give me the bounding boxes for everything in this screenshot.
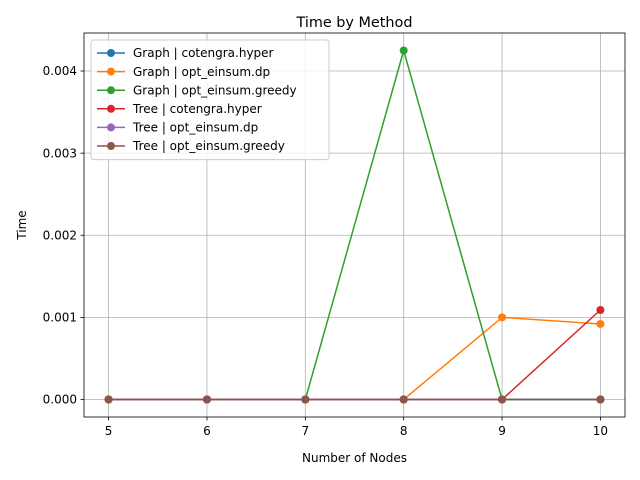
data-point (399, 46, 408, 55)
y-axis-ticks: 0.000 0.001 0.002 0.003 0.004 (43, 64, 84, 407)
data-point (596, 319, 605, 328)
x-axis-label: Number of Nodes (302, 451, 407, 465)
data-point (498, 313, 507, 322)
legend-item: Tree | opt_einsum.greedy (97, 139, 285, 153)
y-tick-label: 0.001 (43, 311, 77, 325)
legend-swatch-marker (107, 104, 115, 113)
legend-swatch-marker (107, 142, 115, 150)
x-axis-ticks: 5 6 7 8 9 10 (105, 417, 608, 438)
legend-swatch-marker (107, 123, 115, 132)
x-tick-label: 8 (400, 424, 408, 438)
data-point (104, 395, 113, 404)
legend-item: Tree | opt_einsum.dp (97, 121, 258, 135)
data-point (399, 395, 408, 404)
data-point (301, 395, 310, 404)
y-tick-label: 0.002 (43, 228, 77, 242)
legend-item: Graph | opt_einsum.greedy (97, 83, 297, 97)
data-point (596, 305, 605, 314)
y-tick-label: 0.004 (43, 64, 77, 78)
series-5 (104, 395, 605, 404)
data-point (498, 395, 507, 404)
legend: Graph | cotengra.hyper Graph | opt_einsum… (90, 39, 330, 161)
legend-label: Tree | opt_einsum.greedy (132, 139, 285, 153)
legend-item: Graph | opt_einsum.dp (97, 65, 270, 79)
legend-label: Graph | cotengra.hyper (133, 46, 274, 60)
x-tick-label: 10 (593, 424, 608, 438)
y-tick-label: 0.000 (43, 393, 77, 407)
legend-label: Graph | opt_einsum.dp (133, 65, 270, 79)
data-point (596, 395, 605, 404)
x-tick-label: 5 (105, 424, 113, 438)
x-tick-label: 6 (203, 424, 211, 438)
legend-swatch-marker (107, 49, 115, 57)
chart-title: Time by Method (296, 15, 413, 31)
y-tick-label: 0.003 (43, 146, 77, 160)
x-tick-label: 7 (301, 424, 309, 438)
plot-area-frame (83, 32, 626, 418)
x-tick-label: 9 (498, 424, 506, 438)
data-point (202, 395, 211, 404)
legend-item: Tree | cotengra.hyper (97, 102, 262, 116)
series-lines (104, 46, 605, 404)
legend-swatch-marker (107, 86, 115, 95)
legend-label: Tree | cotengra.hyper (132, 102, 262, 116)
legend-swatch-marker (107, 67, 115, 76)
legend-box (90, 39, 330, 161)
legend-label: Graph | opt_einsum.greedy (133, 83, 297, 97)
y-axis-label: Time (15, 210, 29, 240)
legend-item: Graph | cotengra.hyper (97, 46, 274, 60)
legend-label: Tree | opt_einsum.dp (132, 121, 258, 135)
